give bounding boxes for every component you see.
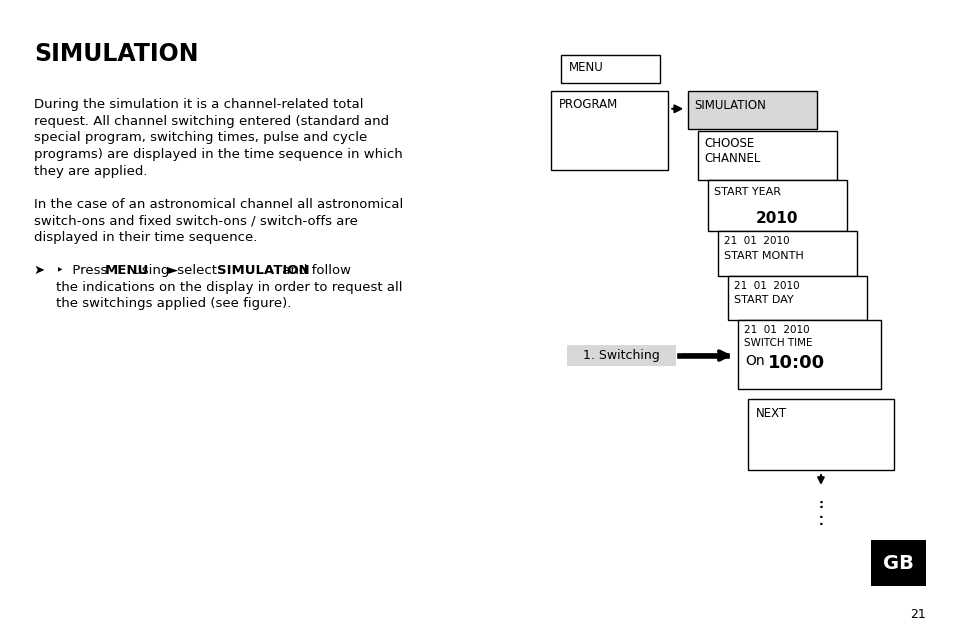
- Text: ➤: ➤: [34, 264, 45, 276]
- Text: ‣  Press: ‣ Press: [55, 264, 112, 276]
- Text: SIMULATION: SIMULATION: [34, 42, 198, 66]
- Text: START YEAR: START YEAR: [713, 186, 781, 197]
- Text: SIMULATION: SIMULATION: [694, 99, 765, 112]
- Text: 1. Switching: 1. Switching: [582, 349, 659, 362]
- Text: SWITCH TIME: SWITCH TIME: [743, 338, 811, 348]
- Bar: [707, 180, 846, 231]
- Text: select: select: [172, 264, 221, 276]
- Bar: [560, 55, 659, 83]
- Text: On: On: [745, 354, 764, 368]
- Text: the switchings applied (see figure).: the switchings applied (see figure).: [55, 297, 291, 311]
- Text: In the case of an astronomical channel all astronomical: In the case of an astronomical channel a…: [34, 197, 403, 211]
- Bar: [737, 320, 881, 389]
- Text: MENU: MENU: [105, 264, 149, 276]
- Bar: [717, 231, 856, 276]
- Text: During the simulation it is a channel-related total: During the simulation it is a channel-re…: [34, 98, 363, 111]
- Text: CHOOSE: CHOOSE: [703, 138, 754, 150]
- Text: 2010: 2010: [756, 212, 798, 226]
- Text: 21: 21: [909, 608, 925, 621]
- Text: START DAY: START DAY: [733, 295, 793, 305]
- Text: switch-ons and fixed switch-ons / switch-offs are: switch-ons and fixed switch-ons / switch…: [34, 214, 357, 228]
- Bar: [870, 541, 925, 586]
- Text: programs) are displayed in the time sequence in which: programs) are displayed in the time sequ…: [34, 149, 402, 161]
- Text: .: .: [818, 507, 822, 521]
- Text: 21  01  2010: 21 01 2010: [743, 325, 808, 335]
- Text: SIMULATION: SIMULATION: [216, 264, 309, 276]
- Text: MENU: MENU: [569, 62, 603, 75]
- Text: START MONTH: START MONTH: [723, 251, 802, 261]
- Text: .: .: [818, 516, 822, 529]
- Text: displayed in their time sequence.: displayed in their time sequence.: [34, 231, 257, 244]
- Text: ►: ►: [168, 264, 177, 276]
- Text: GB: GB: [882, 554, 913, 573]
- Bar: [747, 399, 893, 470]
- Bar: [551, 91, 668, 170]
- Text: NEXT: NEXT: [755, 407, 786, 420]
- Text: 21  01  2010: 21 01 2010: [733, 280, 799, 291]
- Bar: [698, 131, 836, 180]
- Text: :: :: [818, 498, 822, 511]
- Bar: [567, 345, 676, 367]
- Text: PROGRAM: PROGRAM: [558, 98, 618, 111]
- Bar: [727, 276, 865, 320]
- Bar: [687, 91, 816, 129]
- Text: using: using: [130, 264, 173, 276]
- Text: 10:00: 10:00: [766, 354, 823, 372]
- Text: 21  01  2010: 21 01 2010: [723, 236, 789, 246]
- Text: CHANNEL: CHANNEL: [703, 152, 760, 165]
- Text: special program, switching times, pulse and cycle: special program, switching times, pulse …: [34, 132, 367, 145]
- Text: they are applied.: they are applied.: [34, 165, 148, 178]
- Text: request. All channel switching entered (standard and: request. All channel switching entered (…: [34, 114, 389, 128]
- Text: the indications on the display in order to request all: the indications on the display in order …: [55, 280, 402, 294]
- Text: and follow: and follow: [277, 264, 351, 276]
